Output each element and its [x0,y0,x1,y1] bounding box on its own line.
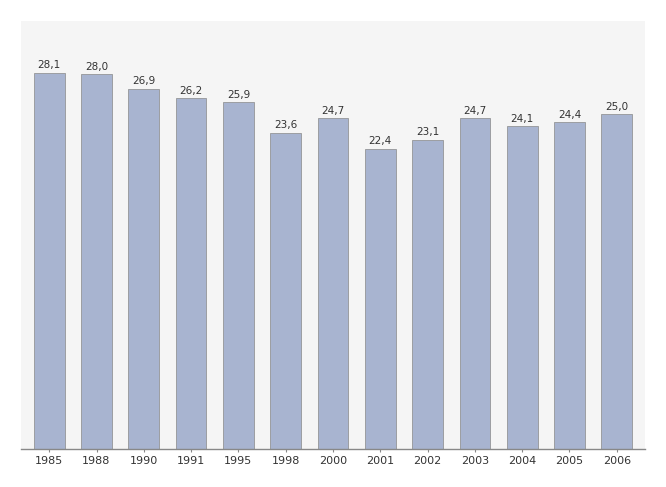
Bar [318,118,348,449]
Text: 23,6: 23,6 [274,120,297,131]
Text: 25,9: 25,9 [227,90,250,100]
Bar [129,89,159,449]
Bar [365,149,396,449]
Text: 24,7: 24,7 [322,106,344,116]
Text: 28,0: 28,0 [85,62,108,72]
Text: 24,1: 24,1 [511,114,534,124]
Bar [270,133,301,449]
Text: 25,0: 25,0 [605,102,628,112]
Bar [81,75,112,449]
Text: 24,7: 24,7 [464,106,487,116]
Text: 22,4: 22,4 [369,136,392,147]
Bar [34,73,65,449]
Text: 26,2: 26,2 [179,86,202,95]
Bar [507,127,537,449]
Bar [176,98,206,449]
Bar [601,114,632,449]
Bar [554,122,585,449]
Text: 26,9: 26,9 [132,76,155,86]
Bar [412,140,443,449]
Text: 24,4: 24,4 [558,110,581,120]
Text: 28,1: 28,1 [37,60,61,70]
Text: 23,1: 23,1 [416,127,439,137]
Bar [223,102,254,449]
Bar [460,118,490,449]
